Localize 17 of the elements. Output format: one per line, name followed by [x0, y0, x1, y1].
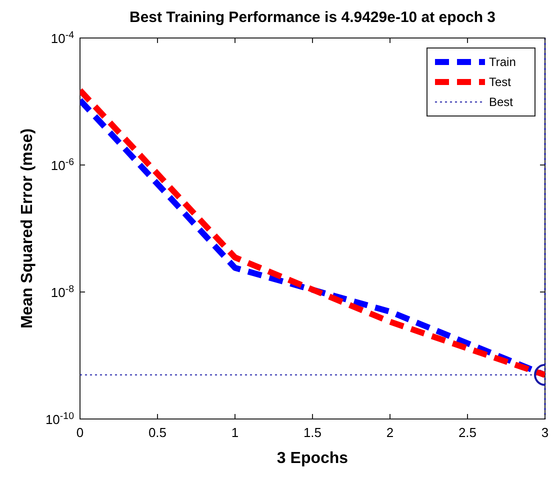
x-tick-label: 0	[76, 425, 84, 440]
y-axis-title: Mean Squared Error (mse)	[19, 128, 36, 329]
x-tick-label: 2.5	[458, 425, 477, 440]
y-tick-label: 10$^{-6}$	[50, 156, 74, 173]
y-tick-label: 10$^{-8}$	[50, 284, 74, 300]
x-tick-label: 0.5	[148, 425, 167, 440]
chart-title: Best Training Performance is 4.9429e-10 at epoch 3	[130, 9, 496, 26]
y-tick-label: 10$^{-10}$	[45, 410, 75, 427]
legend-label: Test	[489, 75, 512, 89]
x-tick-label: 1	[231, 425, 239, 440]
legend-label: Train	[489, 55, 516, 69]
x-tick-label: 3	[541, 425, 549, 440]
y-tick-label: 10$^{-4}$	[50, 30, 75, 46]
x-axis-title: 3 Epochs	[276, 450, 348, 467]
x-tick-label: 2	[386, 425, 394, 440]
legend-label: Best	[489, 95, 514, 109]
x-tick-label: 1.5	[303, 425, 322, 440]
